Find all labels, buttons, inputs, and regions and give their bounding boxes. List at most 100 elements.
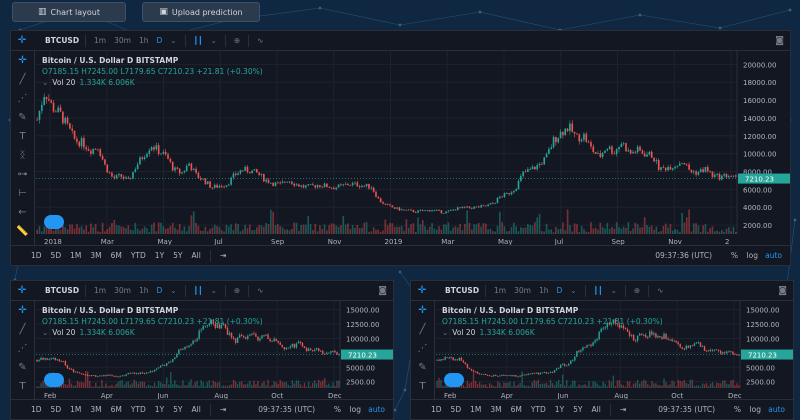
resolution-1m[interactable]: 1m [94,286,107,295]
brush-icon[interactable]: ✎ [18,112,27,123]
text-icon[interactable]: T [19,381,26,392]
chevron-down-icon[interactable]: ⌄ [170,36,177,45]
range-1D[interactable]: 1D [431,405,442,414]
candlestick-svg[interactable]: 15000.0012500.0010000.007500.005000.0025… [36,301,394,400]
text-icon[interactable]: T [419,381,426,392]
ruler-icon[interactable]: 📏 [16,226,29,237]
trend-line-icon[interactable]: ╱ [19,74,26,85]
range-YTD[interactable]: YTD [530,405,546,414]
range-5Y[interactable]: 5Y [573,405,583,414]
resolution-D[interactable]: D [556,286,563,295]
chevron-down-icon[interactable]: ⌄ [210,286,217,295]
percent-toggle[interactable]: % [733,405,741,414]
collapse-icon[interactable]: ⌄ [442,328,449,337]
range-6M[interactable]: 6M [510,405,522,414]
compare-icon[interactable]: ⊕ [233,36,241,45]
auto-toggle[interactable]: auto [368,405,385,414]
chart-panel-1[interactable]: ✛BTCUSD1m30m1hD⌄┃┃⌄⊕∿◙✛╱⋰✎Tᛝ⊶⊢←📏⊕20000.0… [10,30,791,266]
symbol-label[interactable]: BTCUSD [45,36,80,45]
candles-icon[interactable]: ┃┃ [193,286,203,295]
brush-icon[interactable]: ✎ [418,362,427,373]
range-5D[interactable]: 5D [450,405,462,414]
prediction-icon[interactable]: ⊶ [17,169,28,180]
chart-panel-2[interactable]: ✛BTCUSD1m30m1hD⌄┃┃⌄⊕∿◙✛╱⋰✎Tᛝ15000.001250… [10,280,394,420]
candles-icon[interactable]: ┃┃ [193,36,203,45]
range-5Y[interactable]: 5Y [173,251,183,260]
symbol-label[interactable]: BTCUSD [445,286,480,295]
chevron-down-icon[interactable]: ⌄ [210,36,217,45]
range-5D[interactable]: 5D [50,251,62,260]
range-1Y[interactable]: 1Y [554,405,565,414]
chevron-down-icon[interactable]: ⌄ [570,286,577,295]
range-1D[interactable]: 1D [31,251,42,260]
crosshair-icon[interactable]: ✛ [17,285,27,296]
range-YTD[interactable]: YTD [130,251,146,260]
auto-toggle[interactable]: auto [765,251,782,260]
chevron-down-icon[interactable]: ⌄ [610,286,617,295]
resolution-1m[interactable]: 1m [494,286,507,295]
camera-icon[interactable]: ◙ [778,285,787,296]
range-All[interactable]: All [191,405,201,414]
chart-layout-button[interactable]: ▥ Chart layout [12,2,126,22]
goto-date-icon[interactable]: ⇥ [619,405,627,414]
pattern-icon[interactable]: ᛝ [19,150,26,161]
resolution-D[interactable]: D [156,286,163,295]
collapse-icon[interactable]: ⌄ [42,78,49,87]
resolution-D[interactable]: D [156,36,163,45]
camera-icon[interactable]: ◙ [775,35,784,46]
resolution-30m[interactable]: 30m [114,286,131,295]
range-5D[interactable]: 5D [50,405,62,414]
resolution-1h[interactable]: 1h [538,286,549,295]
resolution-1m[interactable]: 1m [94,36,107,45]
range-1Y[interactable]: 1Y [154,251,165,260]
range-5Y[interactable]: 5Y [173,405,183,414]
range-6M[interactable]: 6M [110,251,122,260]
resolution-30m[interactable]: 30m [514,286,531,295]
percent-toggle[interactable]: % [333,405,341,414]
chevron-down-icon[interactable]: ⌄ [170,286,177,295]
resolution-1h[interactable]: 1h [138,286,149,295]
trend-line-icon[interactable]: ╱ [19,324,26,335]
candlestick-svg[interactable]: 20000.00 18000.00 16000.00 14000.00 12000.00… [36,51,791,246]
resolution-1h[interactable]: 1h [138,36,149,45]
candles-icon[interactable]: ┃┃ [593,286,603,295]
back-arrow-icon[interactable]: ← [18,207,27,218]
goto-date-icon[interactable]: ⇥ [219,251,227,260]
crosshair-icon[interactable]: ✛ [17,35,27,46]
text-icon[interactable]: T [19,131,26,142]
range-1Y[interactable]: 1Y [154,405,165,414]
range-6M[interactable]: 6M [110,405,122,414]
range-All[interactable]: All [191,251,201,260]
crosshair-icon[interactable]: ✛ [18,55,27,66]
camera-icon[interactable]: ◙ [378,285,387,296]
range-All[interactable]: All [591,405,601,414]
log-toggle[interactable]: log [749,405,761,414]
percent-toggle[interactable]: % [730,251,738,260]
range-1M[interactable]: 1M [70,251,82,260]
trend-line-icon[interactable]: ╱ [419,324,426,335]
indicators-icon[interactable]: ∿ [657,286,664,295]
log-toggle[interactable]: log [746,251,758,260]
candlestick-svg[interactable]: 15000.0012500.0010000.007500.005000.0025… [436,301,794,400]
auto-toggle[interactable]: auto [768,405,785,414]
range-1D[interactable]: 1D [31,405,42,414]
crosshair-icon[interactable]: ✛ [18,305,27,316]
range-1M[interactable]: 1M [70,405,82,414]
range-YTD[interactable]: YTD [130,405,146,414]
price-chart[interactable]: 15000.0012500.0010000.007500.005000.0025… [436,301,794,400]
collapse-icon[interactable]: ⌄ [42,328,49,337]
upload-prediction-button[interactable]: ▣ Upload prediction [142,2,260,22]
indicators-icon[interactable]: ∿ [257,286,264,295]
compare-icon[interactable]: ⊕ [633,286,641,295]
range-3M[interactable]: 3M [90,405,102,414]
fib-tool-icon[interactable]: ⋰ [17,93,28,104]
range-1M[interactable]: 1M [470,405,482,414]
brush-icon[interactable]: ✎ [18,362,27,373]
range-3M[interactable]: 3M [490,405,502,414]
resolution-30m[interactable]: 30m [114,36,131,45]
price-chart[interactable]: 15000.0012500.0010000.007500.005000.0025… [36,301,394,400]
log-toggle[interactable]: log [349,405,361,414]
price-chart[interactable]: 20000.00 18000.00 16000.00 14000.00 12000.00… [36,51,791,246]
crosshair-icon[interactable]: ✛ [417,285,427,296]
indicators-icon[interactable]: ∿ [257,36,264,45]
